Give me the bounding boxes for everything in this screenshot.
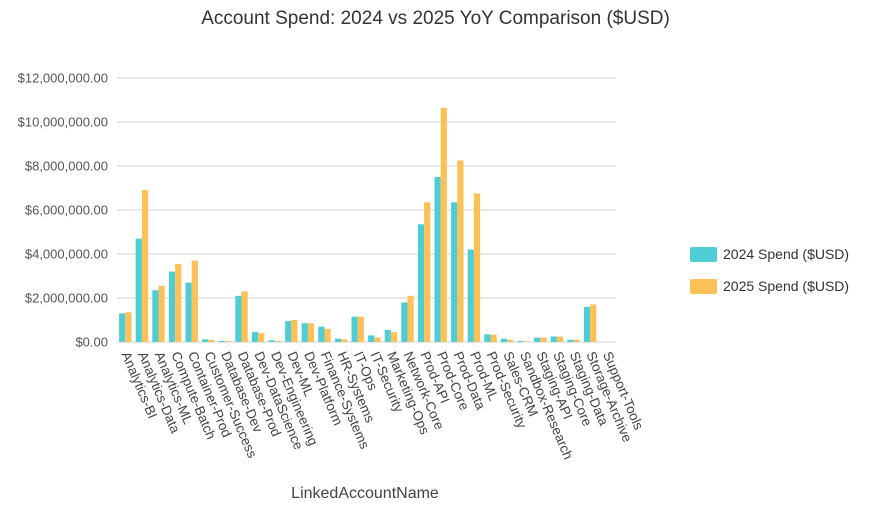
legend-item-2024[interactable]: 2024 Spend ($USD) [690, 246, 849, 262]
bar-2025-prod-core[interactable] [440, 107, 447, 342]
bar-2025-dev-datascience[interactable] [258, 333, 265, 342]
bar-2024-dev-engineering[interactable] [268, 340, 275, 342]
bar-2025-staging-api[interactable] [540, 337, 547, 342]
bar-2025-staging-data[interactable] [573, 339, 580, 342]
legend: 2024 Spend ($USD) 2025 Spend ($USD) [690, 246, 849, 310]
y-tick-label: $8,000,000.00 [25, 159, 108, 174]
y-tick-label: $2,000,000.00 [25, 291, 108, 306]
y-axis-ticks: $0.00 $2,000,000.00 $4,000,000.00 $6,000,00… [18, 71, 108, 350]
bar-2024-network-core[interactable] [401, 302, 408, 342]
bar-2025-compute-batch[interactable] [175, 263, 182, 342]
y-tick-label: $6,000,000.00 [25, 203, 108, 218]
bar-2024-marketing-ops[interactable] [384, 329, 391, 342]
bar-2025-database-prod[interactable] [241, 291, 248, 342]
bar-2025-marketing-ops[interactable] [390, 332, 398, 342]
bar-2025-analytics-data[interactable] [141, 190, 149, 342]
bar-2024-dev-ml[interactable] [285, 321, 292, 342]
bar-2025-analytics-ml[interactable] [158, 285, 165, 342]
bar-2025-prod-data[interactable] [457, 160, 464, 343]
bar-2024-prod-security[interactable] [484, 334, 491, 342]
bar-2024-compute-batch[interactable] [168, 271, 176, 342]
bar-2025-dev-engineering[interactable] [274, 340, 281, 342]
bar-2024-database-dev[interactable] [218, 340, 225, 342]
legend-swatch-2025 [690, 278, 717, 294]
bar-2025-analytics-bi[interactable] [125, 312, 132, 342]
bar-2024-analytics-ml[interactable] [152, 290, 159, 342]
legend-label-2024: 2024 Spend ($USD) [723, 246, 850, 262]
bar-2024-staging-api[interactable] [534, 337, 541, 342]
bar-2025-container-prod[interactable] [191, 260, 198, 342]
bar-2024-customer-success[interactable] [202, 339, 209, 342]
bar-2024-dev-datascience[interactable] [251, 332, 259, 342]
bar-2025-prod-ml[interactable] [473, 193, 481, 343]
y-tick-label: $10,000,000.00 [18, 115, 108, 130]
bar-2025-dev-platform[interactable] [307, 323, 315, 342]
legend-swatch-2024 [690, 246, 717, 262]
bar-2025-staging-core[interactable] [556, 336, 564, 343]
bar-2024-hr-systems[interactable] [334, 338, 342, 342]
bar-2025-prod-api[interactable] [424, 202, 431, 342]
bar-2024-prod-core[interactable] [434, 177, 441, 342]
bar-2025-storage-archive[interactable] [590, 304, 597, 342]
legend-item-2025[interactable]: 2025 Spend ($USD) [690, 278, 849, 294]
bar-2025-hr-systems[interactable] [341, 339, 348, 342]
bar-2024-staging-core[interactable] [550, 336, 557, 343]
legend-label-2025: 2025 Spend ($USD) [723, 278, 850, 294]
y-tick-label: $0.00 [75, 335, 108, 350]
bar-2024-analytics-bi[interactable] [119, 313, 126, 342]
bar-2025-prod-security[interactable] [490, 334, 497, 342]
bar-2025-it-ops[interactable] [357, 316, 364, 342]
bar-2025-it-security[interactable] [374, 337, 381, 342]
x-axis-ticks: Analytics-BIAnalytics-DataAnalytics-MLCo… [119, 349, 647, 461]
gridlines [117, 77, 615, 343]
bar-2024-sandbox-research[interactable] [517, 340, 524, 342]
bar-2024-database-prod[interactable] [235, 295, 242, 342]
x-axis-title: LinkedAccountName [291, 485, 439, 502]
y-tick-label: $4,000,000.00 [25, 247, 108, 262]
bar-2025-finance-systems[interactable] [324, 328, 331, 342]
bar-2025-sales-crm[interactable] [507, 339, 514, 342]
bar-2024-it-security[interactable] [368, 335, 375, 342]
bar-2024-dev-platform[interactable] [301, 323, 308, 342]
bar-2025-network-core[interactable] [407, 295, 414, 342]
bars [119, 107, 597, 343]
bar-2024-prod-ml[interactable] [467, 249, 474, 342]
bar-2024-storage-archive[interactable] [583, 306, 591, 342]
bar-2025-dev-ml[interactable] [291, 320, 298, 342]
bar-2024-analytics-data[interactable] [135, 238, 142, 342]
bar-2024-container-prod[interactable] [185, 282, 192, 342]
chart-title: Account Spend: 2024 vs 2025 YoY Comparis… [201, 8, 670, 29]
bar-2025-sandbox-research[interactable] [523, 341, 530, 342]
bar-2024-it-ops[interactable] [351, 316, 358, 342]
bar-2024-sales-crm[interactable] [500, 338, 508, 342]
bar-2024-finance-systems[interactable] [318, 326, 325, 342]
bar-2024-staging-data[interactable] [567, 339, 574, 342]
bar-2025-customer-success[interactable] [208, 339, 215, 342]
bar-2024-prod-api[interactable] [417, 224, 425, 342]
bar-2024-prod-data[interactable] [451, 202, 458, 342]
y-tick-label: $12,000,000.00 [18, 71, 108, 86]
bar-2025-database-dev[interactable] [224, 340, 232, 342]
